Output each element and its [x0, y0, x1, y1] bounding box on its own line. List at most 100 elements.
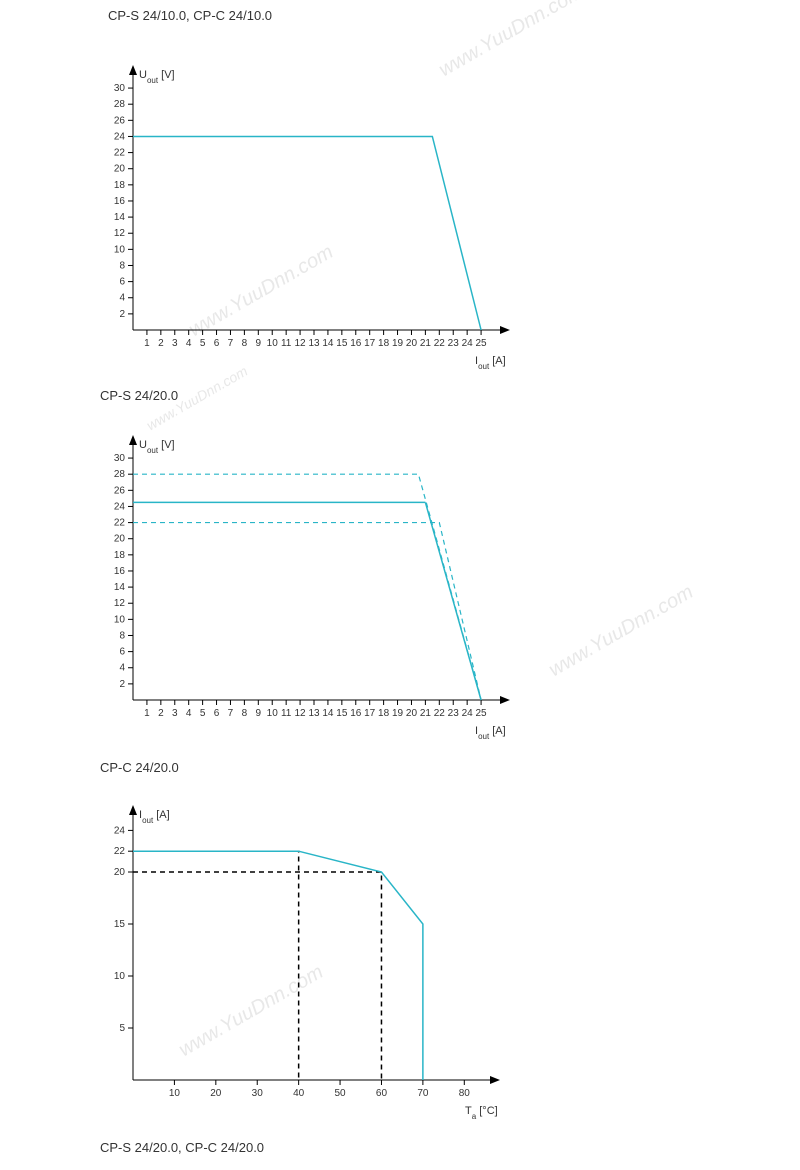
svg-text:7: 7 — [228, 338, 234, 349]
svg-text:19: 19 — [392, 338, 404, 349]
svg-text:12: 12 — [114, 598, 126, 609]
svg-text:70: 70 — [417, 1088, 429, 1099]
svg-text:24: 24 — [114, 825, 126, 836]
svg-text:14: 14 — [114, 212, 126, 223]
svg-text:4: 4 — [186, 708, 192, 719]
svg-text:10: 10 — [114, 244, 126, 255]
svg-text:8: 8 — [119, 630, 125, 641]
svg-text:Iout [A]: Iout [A] — [475, 355, 506, 371]
svg-text:2: 2 — [119, 679, 125, 690]
chart1: 2468101214161820222426283012345678910111… — [95, 50, 525, 385]
svg-text:17: 17 — [364, 338, 376, 349]
svg-text:3: 3 — [172, 708, 178, 719]
svg-text:10: 10 — [114, 614, 126, 625]
svg-text:Iout [A]: Iout [A] — [139, 809, 170, 825]
svg-text:12: 12 — [295, 338, 307, 349]
svg-text:26: 26 — [114, 115, 126, 126]
chart2-title: CP-S 24/20.0 — [100, 388, 178, 403]
svg-text:26: 26 — [114, 485, 126, 496]
svg-text:24: 24 — [114, 501, 126, 512]
svg-text:20: 20 — [406, 338, 418, 349]
svg-text:2: 2 — [158, 708, 164, 719]
svg-text:16: 16 — [350, 338, 362, 349]
svg-text:4: 4 — [119, 293, 125, 304]
svg-text:13: 13 — [308, 708, 320, 719]
svg-text:30: 30 — [114, 453, 126, 464]
svg-text:18: 18 — [114, 550, 126, 561]
svg-text:25: 25 — [476, 338, 488, 349]
svg-text:1: 1 — [144, 338, 150, 349]
svg-text:8: 8 — [119, 260, 125, 271]
svg-text:9: 9 — [256, 338, 262, 349]
svg-text:8: 8 — [242, 708, 248, 719]
footer-title: CP-S 24/20.0, CP-C 24/20.0 — [100, 1140, 264, 1155]
svg-text:22: 22 — [114, 518, 126, 529]
svg-text:22: 22 — [114, 148, 126, 159]
svg-text:15: 15 — [336, 338, 348, 349]
svg-text:14: 14 — [114, 582, 126, 593]
svg-text:23: 23 — [448, 338, 460, 349]
svg-text:21: 21 — [420, 338, 432, 349]
svg-text:24: 24 — [114, 131, 126, 142]
svg-text:21: 21 — [420, 708, 432, 719]
svg-text:6: 6 — [119, 277, 125, 288]
svg-text:30: 30 — [252, 1088, 264, 1099]
svg-text:11: 11 — [281, 708, 292, 719]
svg-text:9: 9 — [256, 708, 262, 719]
svg-text:16: 16 — [114, 196, 126, 207]
svg-text:30: 30 — [114, 83, 126, 94]
svg-text:14: 14 — [322, 338, 334, 349]
svg-text:Iout [A]: Iout [A] — [475, 725, 506, 741]
svg-text:20: 20 — [406, 708, 418, 719]
chart1-title: CP-S 24/10.0, CP-C 24/10.0 — [108, 8, 272, 23]
watermark: www.YuuDnn.com — [545, 581, 697, 682]
chart3-title: CP-C 24/20.0 — [100, 760, 179, 775]
svg-text:11: 11 — [281, 338, 292, 349]
svg-text:3: 3 — [172, 338, 178, 349]
svg-text:Uout [V]: Uout [V] — [139, 439, 175, 455]
svg-text:40: 40 — [293, 1088, 305, 1099]
svg-text:6: 6 — [119, 647, 125, 658]
svg-text:22: 22 — [434, 708, 446, 719]
svg-text:18: 18 — [114, 180, 126, 191]
svg-text:1: 1 — [144, 708, 150, 719]
svg-text:18: 18 — [378, 708, 390, 719]
svg-text:5: 5 — [200, 338, 206, 349]
svg-text:5: 5 — [200, 708, 206, 719]
svg-text:16: 16 — [114, 566, 126, 577]
svg-text:50: 50 — [334, 1088, 346, 1099]
svg-text:10: 10 — [169, 1088, 181, 1099]
svg-text:19: 19 — [392, 708, 404, 719]
svg-text:13: 13 — [308, 338, 320, 349]
svg-text:20: 20 — [114, 534, 126, 545]
svg-text:23: 23 — [448, 708, 460, 719]
svg-text:Ta [°C]: Ta [°C] — [465, 1105, 498, 1121]
chart2: 2468101214161820222426283012345678910111… — [95, 420, 525, 755]
svg-text:18: 18 — [378, 338, 390, 349]
svg-text:8: 8 — [242, 338, 248, 349]
svg-text:4: 4 — [119, 663, 125, 674]
svg-text:24: 24 — [462, 338, 474, 349]
svg-text:Uout [V]: Uout [V] — [139, 69, 175, 85]
svg-text:10: 10 — [267, 338, 279, 349]
svg-text:4: 4 — [186, 338, 192, 349]
svg-text:20: 20 — [114, 164, 126, 175]
svg-text:10: 10 — [114, 971, 126, 982]
svg-text:28: 28 — [114, 469, 126, 480]
svg-text:28: 28 — [114, 99, 126, 110]
svg-text:15: 15 — [336, 708, 348, 719]
svg-text:20: 20 — [114, 867, 126, 878]
svg-text:24: 24 — [462, 708, 474, 719]
svg-text:6: 6 — [214, 338, 220, 349]
svg-text:80: 80 — [459, 1088, 471, 1099]
svg-text:7: 7 — [228, 708, 234, 719]
svg-text:2: 2 — [158, 338, 164, 349]
svg-text:14: 14 — [322, 708, 334, 719]
svg-text:17: 17 — [364, 708, 376, 719]
svg-text:22: 22 — [434, 338, 446, 349]
svg-text:15: 15 — [114, 919, 126, 930]
svg-text:12: 12 — [295, 708, 307, 719]
svg-text:60: 60 — [376, 1088, 388, 1099]
chart3: 510152022241020304050607080Iout [A]Ta [°… — [95, 790, 525, 1135]
svg-text:12: 12 — [114, 228, 126, 239]
